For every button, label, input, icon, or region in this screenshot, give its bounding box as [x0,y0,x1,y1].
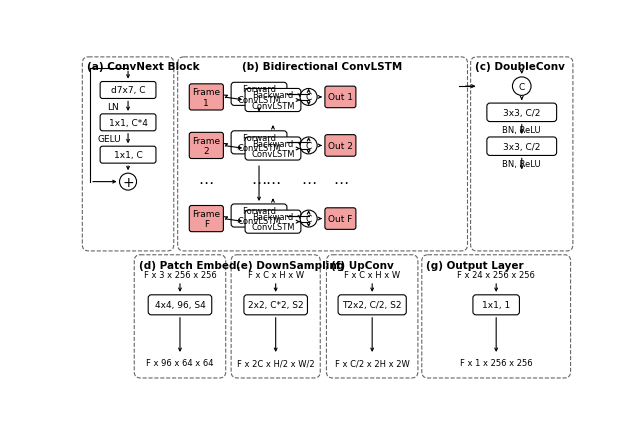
Text: Out 1: Out 1 [328,93,353,102]
FancyBboxPatch shape [189,133,223,159]
FancyBboxPatch shape [148,295,212,315]
Text: C: C [305,215,312,224]
FancyBboxPatch shape [189,206,223,232]
Text: (c) DoubleConv: (c) DoubleConv [476,62,565,72]
FancyBboxPatch shape [487,104,557,122]
Text: (e) DownSampling: (e) DownSampling [236,261,344,270]
FancyBboxPatch shape [100,114,156,132]
Text: Forward
ConvLSTM: Forward ConvLSTM [237,85,281,104]
FancyBboxPatch shape [100,147,156,164]
Text: BN, ReLU: BN, ReLU [502,160,541,169]
Text: Frame
F: Frame F [192,209,220,229]
Circle shape [300,89,317,106]
Text: 3x3, C/2: 3x3, C/2 [503,108,540,117]
FancyBboxPatch shape [245,89,301,112]
Text: C: C [518,83,525,92]
Text: F x 2C x H/2 x W/2: F x 2C x H/2 x W/2 [237,358,314,367]
Text: GELU: GELU [98,135,121,144]
Text: +: + [122,175,134,189]
FancyBboxPatch shape [245,138,301,161]
FancyBboxPatch shape [325,135,356,157]
FancyBboxPatch shape [100,82,156,99]
Text: ⋯: ⋯ [252,175,267,190]
Text: LN: LN [107,102,118,111]
Text: T2x2, C/2, S2: T2x2, C/2, S2 [342,301,402,310]
FancyBboxPatch shape [487,138,557,156]
Text: Backward
ConvLSTM: Backward ConvLSTM [252,91,295,111]
Text: Out F: Out F [328,215,353,224]
Text: (b) Bidirectional ConvLSTM: (b) Bidirectional ConvLSTM [243,62,403,72]
Text: F x C/2 x 2H x 2W: F x C/2 x 2H x 2W [335,358,410,367]
FancyBboxPatch shape [231,132,287,154]
FancyBboxPatch shape [338,295,406,315]
Text: ⋯: ⋯ [333,175,348,190]
Circle shape [300,138,317,154]
FancyBboxPatch shape [231,205,287,227]
Text: Out 2: Out 2 [328,141,353,150]
FancyBboxPatch shape [473,295,520,315]
Text: F x 3 x 256 x 256: F x 3 x 256 x 256 [143,270,216,280]
Text: d7x7, C: d7x7, C [111,86,145,95]
FancyBboxPatch shape [189,85,223,111]
Text: C: C [305,93,312,102]
Text: ⋯: ⋯ [198,175,214,190]
FancyBboxPatch shape [244,295,307,315]
Text: F x 1 x 256 x 256: F x 1 x 256 x 256 [460,358,532,367]
Circle shape [120,174,136,190]
Text: F x C x H x W: F x C x H x W [248,270,304,280]
Text: BN, ReLU: BN, ReLU [502,126,541,135]
Text: Forward
ConvLSTM: Forward ConvLSTM [237,133,281,153]
Text: ⋯: ⋯ [301,175,316,190]
Text: Backward
ConvLSTM: Backward ConvLSTM [252,139,295,159]
Circle shape [513,78,531,96]
Text: F x C x H x W: F x C x H x W [344,270,400,280]
FancyBboxPatch shape [325,87,356,108]
Circle shape [300,211,317,227]
Text: F x 24 x 256 x 256: F x 24 x 256 x 256 [457,270,535,280]
FancyBboxPatch shape [325,208,356,230]
Text: 1x1, 1: 1x1, 1 [482,301,510,310]
Text: C: C [305,141,312,150]
Text: (g) Output Layer: (g) Output Layer [426,261,524,270]
Text: F x 96 x 64 x 64: F x 96 x 64 x 64 [146,358,214,367]
Text: (d) Patch Embed.: (d) Patch Embed. [139,261,241,270]
Text: Frame
2: Frame 2 [192,136,220,156]
Text: 3x3, C/2: 3x3, C/2 [503,142,540,151]
Text: 4x4, 96, S4: 4x4, 96, S4 [155,301,205,310]
Text: (f) UpConv: (f) UpConv [331,261,394,270]
FancyBboxPatch shape [245,211,301,233]
Text: 2x2, C*2, S2: 2x2, C*2, S2 [248,301,303,310]
Text: Backward
ConvLSTM: Backward ConvLSTM [252,212,295,232]
Text: ⋯: ⋯ [266,175,280,190]
Text: Forward
ConvLSTM: Forward ConvLSTM [237,206,281,226]
Text: 1x1, C: 1x1, C [114,151,143,160]
FancyBboxPatch shape [231,83,287,106]
Text: 1x1, C*4: 1x1, C*4 [109,119,147,128]
Text: (a) ConvNext Block: (a) ConvNext Block [87,62,200,72]
Text: Frame
1: Frame 1 [192,88,220,108]
